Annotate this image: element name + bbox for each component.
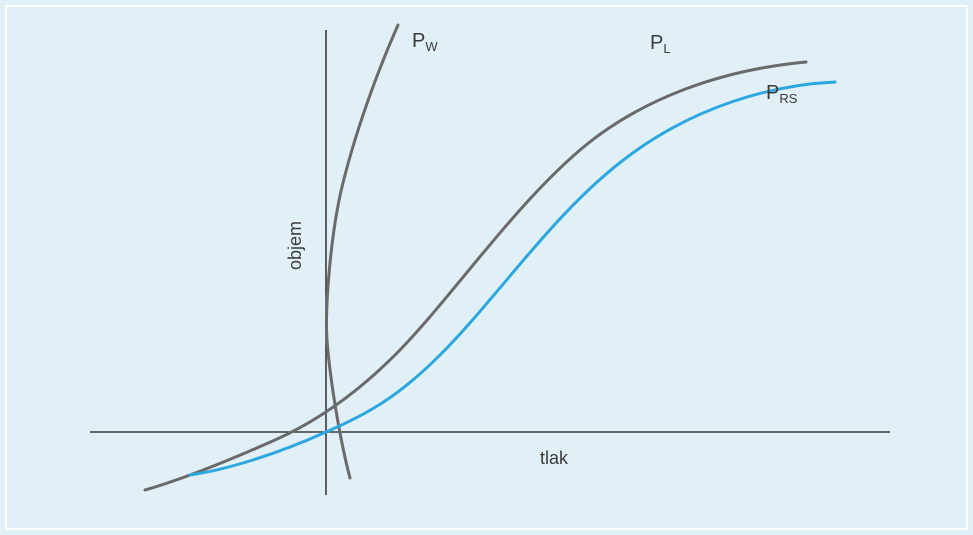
chart-background bbox=[0, 0, 973, 535]
curve-label-pl: PL bbox=[650, 32, 671, 56]
pw-label-sub: W bbox=[425, 39, 437, 54]
curve-label-prs: PRS bbox=[766, 82, 797, 106]
prs-label-sub: RS bbox=[779, 91, 797, 106]
compliance-chart: tlak objem PW PL PRS bbox=[0, 0, 973, 535]
y-axis-label: objem bbox=[285, 221, 306, 270]
prs-label-main: P bbox=[766, 82, 779, 104]
pl-label-sub: L bbox=[663, 41, 670, 56]
pl-label-main: P bbox=[650, 32, 663, 54]
curve-label-pw: PW bbox=[412, 30, 438, 54]
pw-label-main: P bbox=[412, 30, 425, 52]
x-axis-label: tlak bbox=[540, 448, 568, 469]
chart-svg bbox=[0, 0, 973, 535]
